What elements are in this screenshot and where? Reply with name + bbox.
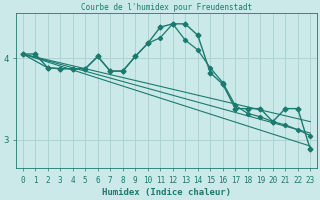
Title: Courbe de l'humidex pour Freudenstadt: Courbe de l'humidex pour Freudenstadt xyxy=(81,3,252,12)
X-axis label: Humidex (Indice chaleur): Humidex (Indice chaleur) xyxy=(102,188,231,197)
